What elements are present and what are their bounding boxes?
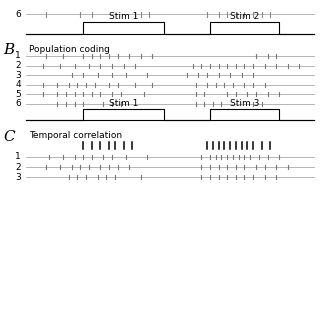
Text: 3: 3 xyxy=(15,71,21,80)
Text: 6: 6 xyxy=(15,100,21,108)
Text: Stim 3: Stim 3 xyxy=(230,99,259,108)
Text: Population coding: Population coding xyxy=(29,45,110,54)
Text: Stim 1: Stim 1 xyxy=(109,99,138,108)
Text: 4: 4 xyxy=(15,80,21,89)
Text: 2: 2 xyxy=(15,61,21,70)
Text: 1: 1 xyxy=(15,52,21,60)
Text: 2: 2 xyxy=(15,163,21,172)
Text: C: C xyxy=(3,130,15,144)
Text: 1: 1 xyxy=(15,152,21,161)
Text: 6: 6 xyxy=(15,10,21,19)
Text: 3: 3 xyxy=(15,173,21,182)
Text: Stim 1: Stim 1 xyxy=(109,12,138,21)
Text: B: B xyxy=(3,43,14,57)
Text: 5: 5 xyxy=(15,90,21,99)
Text: Temporal correlation: Temporal correlation xyxy=(29,131,122,140)
Text: Stim 2: Stim 2 xyxy=(230,12,259,21)
